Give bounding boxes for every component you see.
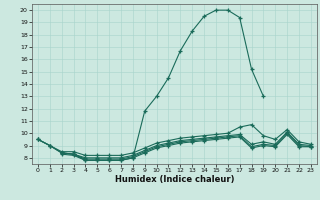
X-axis label: Humidex (Indice chaleur): Humidex (Indice chaleur) xyxy=(115,175,234,184)
